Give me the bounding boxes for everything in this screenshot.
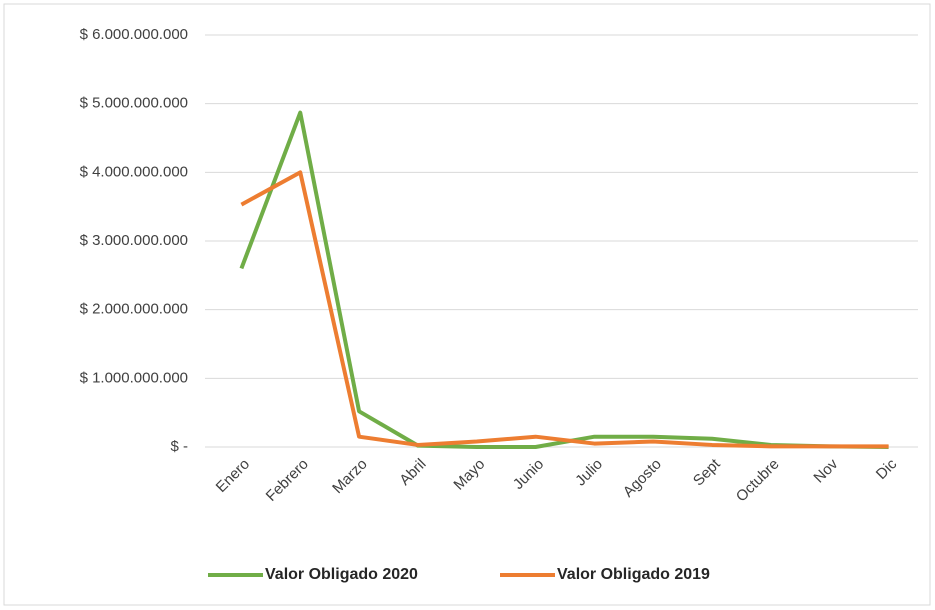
legend-text: Valor Obligado 2019	[557, 566, 710, 583]
series-line	[240, 170, 889, 449]
legend-text: Valor Obligado 2020	[265, 566, 418, 583]
y-tick-label: $ 2.000.000.000	[80, 301, 188, 318]
y-tick-label: $ 4.000.000.000	[80, 163, 188, 180]
y-tick-label: $ 5.000.000.000	[80, 95, 188, 112]
y-tick-label: $ 1.000.000.000	[80, 369, 188, 386]
y-tick-label: $ 3.000.000.000	[80, 232, 188, 249]
y-tick-label: $ 6.000.000.000	[80, 26, 188, 43]
y-tick-label: $ -	[170, 438, 188, 455]
